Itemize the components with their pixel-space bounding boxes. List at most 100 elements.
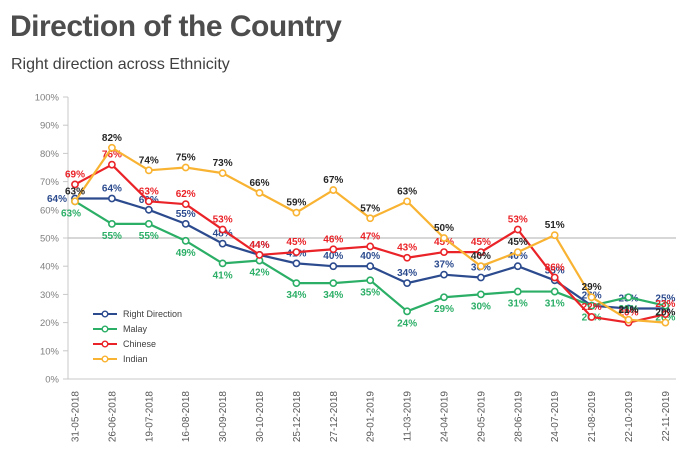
data-label-chinese: 63% <box>139 186 159 197</box>
data-label-indian: 63% <box>65 186 85 197</box>
legend-label: Chinese <box>123 339 156 349</box>
data-label-chinese: 76% <box>102 150 122 161</box>
data-label-indian: 66% <box>249 178 269 189</box>
legend-item-malay: Malay <box>93 324 148 334</box>
legend-item-chinese: Chinese <box>93 339 156 349</box>
data-label-malay: 29% <box>618 304 638 315</box>
data-point-chinese <box>476 248 485 256</box>
data-label-malay: 26% <box>655 313 675 324</box>
data-label-chinese: 20% <box>618 308 638 319</box>
data-label-indian: 63% <box>397 186 417 197</box>
data-label-malay: 30% <box>471 301 491 312</box>
data-label-right-direction: 64% <box>47 194 67 205</box>
x-tick-label: 11-03-2019 <box>403 391 414 442</box>
y-tick-label: 40% <box>40 262 60 273</box>
data-label-indian: 50% <box>434 223 454 234</box>
data-label-chinese: 45% <box>286 237 306 248</box>
data-label-right-direction: 44% <box>249 240 269 251</box>
data-label-malay: 31% <box>508 299 528 310</box>
data-point-chinese <box>144 197 153 206</box>
data-point-right-direction <box>108 194 116 203</box>
data-label-right-direction: 64% <box>102 184 122 195</box>
data-point-chinese <box>255 251 264 259</box>
data-label-malay: 31% <box>545 299 565 310</box>
data-label-chinese: 36% <box>545 262 565 273</box>
data-point-chinese <box>403 253 411 262</box>
x-tick-label: 30-10-2018 <box>255 391 266 443</box>
data-point-right-direction <box>624 304 633 313</box>
data-label-malay: 63% <box>61 208 81 219</box>
chart-subtitle: Right direction across Ethnicity <box>11 56 230 73</box>
data-label-malay: 34% <box>286 290 306 301</box>
data-label-chinese: 43% <box>397 243 417 254</box>
y-tick-label: 70% <box>40 177 60 188</box>
data-point-indian <box>218 169 227 178</box>
data-point-indian <box>587 293 596 302</box>
data-label-indian: 73% <box>213 158 233 169</box>
y-tick-label: 20% <box>40 318 60 329</box>
data-point-right-direction <box>440 270 448 279</box>
data-point-malay <box>366 276 375 285</box>
y-tick-label: 80% <box>40 149 60 160</box>
data-point-right-direction <box>513 262 522 271</box>
y-tick-label: 100% <box>35 93 60 104</box>
data-point-indian <box>144 166 153 175</box>
data-label-indian: 57% <box>360 203 380 214</box>
data-point-malay <box>329 279 338 288</box>
data-label-chinese: 47% <box>360 231 380 242</box>
data-point-right-direction <box>181 219 190 228</box>
data-point-malay <box>440 293 448 302</box>
chart-title: Direction of the Country <box>10 10 342 43</box>
data-point-right-direction <box>476 273 485 282</box>
y-tick-label: 10% <box>40 346 60 357</box>
data-point-indian <box>624 315 633 324</box>
data-label-right-direction: 25% <box>655 294 675 305</box>
legend-label: Indian <box>123 354 148 364</box>
y-tick-label: 90% <box>40 121 60 132</box>
data-label-indian: 51% <box>545 220 565 231</box>
data-label-malay: 49% <box>176 248 196 259</box>
data-point-malay <box>218 259 227 268</box>
data-point-chinese <box>181 200 190 209</box>
data-point-chinese <box>329 245 338 254</box>
data-label-malay: 55% <box>102 231 122 242</box>
x-tick-label: 31-05-2018 <box>71 391 82 443</box>
x-tick-label: 16-08-2018 <box>181 391 192 443</box>
data-point-malay <box>108 219 116 228</box>
legend-item-right-direction: Right Direction <box>93 309 182 319</box>
data-point-indian <box>366 214 375 223</box>
data-point-indian <box>550 231 559 240</box>
data-point-indian <box>71 197 79 206</box>
data-point-right-direction <box>366 262 375 271</box>
data-point-indian <box>661 318 670 327</box>
data-label-indian: 74% <box>139 155 159 166</box>
x-tick-label: 22-10-2019 <box>624 391 635 443</box>
data-label-chinese: 53% <box>213 215 233 226</box>
data-point-chinese <box>71 180 79 189</box>
data-point-indian <box>255 188 264 197</box>
legend-label: Right Direction <box>123 309 182 319</box>
data-point-indian <box>513 248 522 256</box>
data-label-indian: 67% <box>323 175 343 186</box>
data-point-malay <box>550 287 559 296</box>
data-label-indian: 40% <box>471 251 491 262</box>
data-label-malay: 29% <box>434 304 454 315</box>
legend-item-indian: Indian <box>93 354 148 364</box>
legend-marker <box>101 340 109 348</box>
data-label-right-direction: 40% <box>360 251 380 262</box>
x-tick-label: 25-12-2018 <box>292 391 303 443</box>
legend-marker <box>101 355 109 363</box>
x-tick-label: 19-07-2018 <box>144 391 155 443</box>
x-tick-label: 26-06-2018 <box>107 391 118 443</box>
data-point-right-direction <box>329 262 338 271</box>
data-point-malay <box>513 287 522 296</box>
data-point-right-direction <box>218 239 227 248</box>
data-label-right-direction: 35% <box>545 265 565 276</box>
y-tick-label: 60% <box>40 205 60 216</box>
legend-label: Malay <box>123 324 148 334</box>
data-point-chinese <box>550 273 559 282</box>
data-point-malay <box>144 219 153 228</box>
data-label-right-direction: 34% <box>397 268 417 279</box>
x-tick-label: 24-04-2019 <box>440 391 451 443</box>
